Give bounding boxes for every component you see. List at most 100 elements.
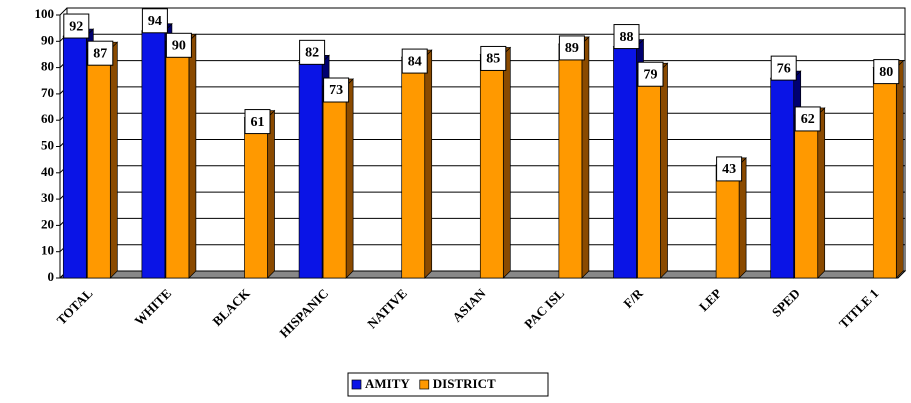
- y-tick-label: 100: [35, 6, 55, 21]
- bar: [400, 49, 433, 279]
- data-label: 79: [637, 61, 664, 87]
- data-label-text: 90: [172, 39, 186, 54]
- x-tick-label: WHITE: [131, 286, 174, 329]
- bar: [86, 41, 119, 279]
- data-label: 73: [323, 77, 350, 103]
- bar: [636, 62, 669, 279]
- data-label-text: 76: [777, 61, 791, 76]
- legend-box: [347, 372, 549, 397]
- data-label: 87: [87, 40, 114, 66]
- x-tick-label: HISPANIC: [276, 286, 331, 341]
- bar-side: [109, 41, 118, 279]
- data-label-box: [794, 106, 821, 132]
- bar-side: [895, 59, 904, 279]
- bar-front: [322, 85, 347, 279]
- bar: [479, 46, 512, 279]
- data-label-box: [87, 40, 114, 66]
- y-tick-label: 0: [48, 269, 55, 284]
- bar: [872, 59, 905, 279]
- data-label-box: [323, 77, 350, 103]
- x-tick-label: TITLE 1: [836, 286, 882, 332]
- data-label: 94: [141, 8, 168, 34]
- bar-front: [141, 30, 166, 279]
- data-label: 89: [558, 35, 585, 61]
- bar-front: [62, 35, 87, 279]
- data-label: 61: [244, 109, 271, 135]
- bar: [558, 36, 590, 279]
- bar-side: [267, 109, 275, 279]
- data-label-text: 84: [408, 54, 422, 69]
- data-label-text: 85: [486, 52, 500, 67]
- data-label: 85: [480, 45, 507, 71]
- data-label-text: 89: [565, 41, 579, 56]
- data-label-text: 87: [93, 46, 107, 61]
- data-label: 43: [716, 156, 743, 182]
- data-label: 82: [299, 39, 326, 65]
- bar-front: [770, 77, 795, 279]
- bar-side: [188, 33, 197, 279]
- data-label-text: 62: [801, 112, 815, 127]
- legend-swatch: [419, 379, 430, 390]
- bar-front: [86, 48, 111, 279]
- legend-label: AMITY: [365, 376, 410, 391]
- data-label: 80: [873, 59, 900, 85]
- data-label-box: [558, 35, 585, 61]
- bar-side: [660, 62, 668, 279]
- bar: [243, 109, 276, 279]
- data-label-box: [613, 24, 640, 50]
- data-label-box: [244, 109, 271, 135]
- bar-front: [794, 114, 819, 279]
- data-label-text: 94: [148, 14, 162, 29]
- y-tick-label: 60: [41, 111, 54, 126]
- bar: [322, 78, 354, 279]
- y-tick-label: 30: [41, 190, 54, 205]
- data-label-box: [299, 39, 326, 65]
- y-tick-label: 40: [41, 164, 54, 179]
- x-tick-label: NATIVE: [364, 286, 410, 332]
- bar-side: [424, 49, 433, 279]
- bar-front: [401, 56, 426, 279]
- data-label-box: [63, 13, 90, 39]
- bar-front: [715, 164, 740, 279]
- data-label: 90: [165, 32, 192, 58]
- bar: [793, 107, 826, 279]
- bar-front: [298, 61, 323, 279]
- bar: [165, 33, 197, 279]
- x-tick-label: ASIAN: [449, 285, 489, 325]
- bar-front: [872, 67, 897, 279]
- bar-front: [244, 117, 268, 279]
- bar-front: [613, 46, 637, 279]
- y-tick-label: 80: [41, 59, 54, 74]
- x-tick-label: LEP: [696, 286, 725, 315]
- data-label-box: [165, 32, 192, 58]
- data-label-box: [637, 61, 664, 87]
- data-label-text: 82: [305, 46, 319, 61]
- data-label-text: 80: [879, 65, 893, 80]
- data-label-box: [873, 59, 900, 85]
- data-label-box: [401, 48, 428, 74]
- bar-side: [581, 36, 590, 279]
- x-tick-label: TOTAL: [54, 285, 96, 327]
- data-label-text: 79: [644, 67, 658, 82]
- y-tick-label: 20: [41, 216, 54, 231]
- data-label: 88: [613, 24, 640, 50]
- legend: AMITY DISTRICT: [347, 372, 549, 397]
- data-label-box: [480, 45, 507, 71]
- bar-front: [479, 54, 504, 279]
- data-label: 84: [401, 48, 428, 74]
- data-label-text: 88: [620, 30, 634, 45]
- x-tick-label: PAC ISL: [521, 285, 567, 331]
- legend-label: DISTRICT: [433, 376, 496, 391]
- data-label-box: [141, 8, 168, 34]
- bar-side: [502, 46, 511, 279]
- grid-line: [59, 7, 905, 16]
- y-tick-label: 90: [41, 32, 54, 47]
- data-label: 62: [794, 106, 821, 132]
- x-tick-label: F/R: [620, 285, 646, 311]
- data-label-box: [716, 156, 743, 182]
- data-label-text: 92: [69, 19, 83, 34]
- y-tick-label: 70: [41, 85, 54, 100]
- data-label-text: 43: [722, 162, 736, 177]
- bar-front: [165, 40, 190, 279]
